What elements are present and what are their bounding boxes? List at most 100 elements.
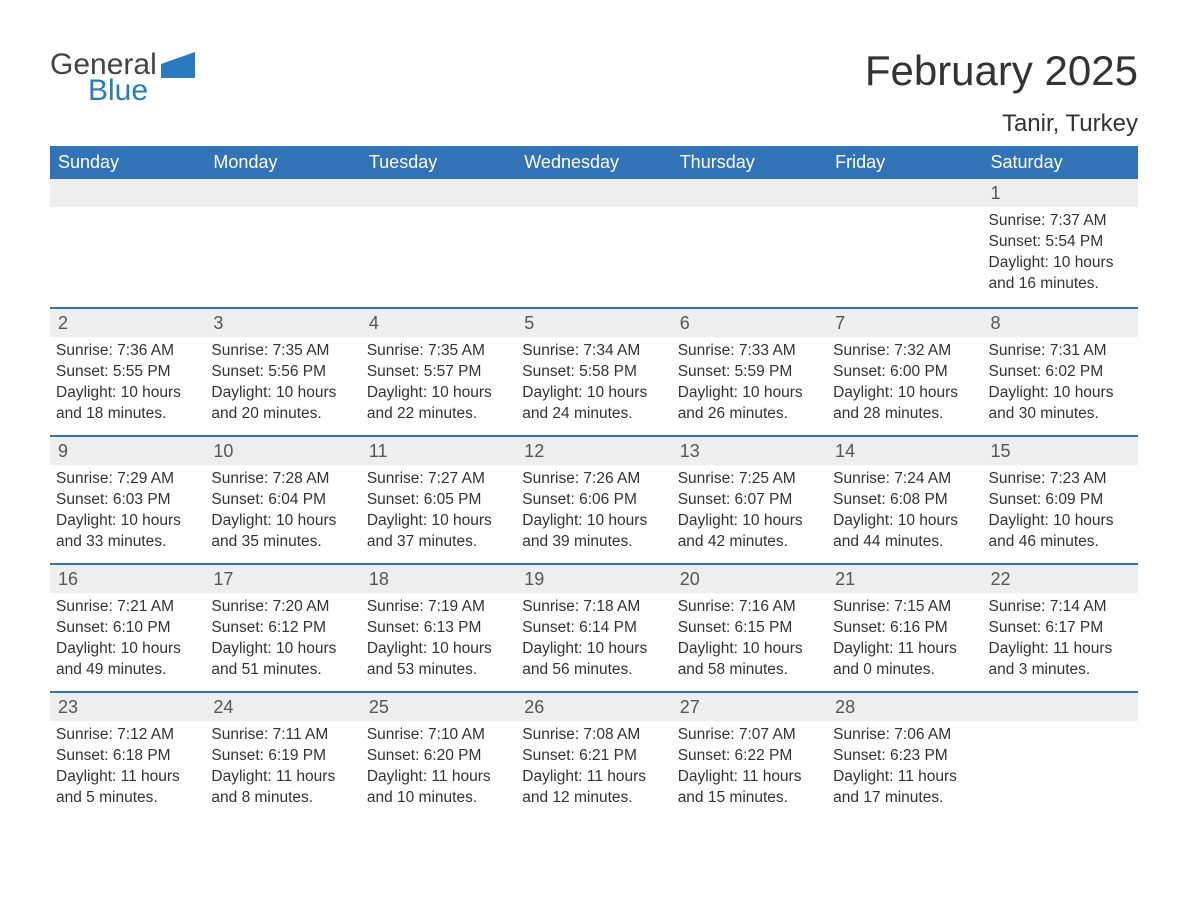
day2-text: and 26 minutes. xyxy=(678,404,821,425)
week-row: 1Sunrise: 7:37 AMSunset: 5:54 PMDaylight… xyxy=(50,179,1138,307)
weekday-header: Thursday xyxy=(672,146,827,179)
day-number: 7 xyxy=(827,309,982,337)
day2-text: and 33 minutes. xyxy=(56,532,199,553)
brand-logo: General Blue xyxy=(50,50,195,106)
day2-text: and 16 minutes. xyxy=(989,274,1132,295)
sunset-text: Sunset: 5:59 PM xyxy=(678,362,821,383)
day2-text: and 22 minutes. xyxy=(367,404,510,425)
sunrise-text: Sunrise: 7:11 AM xyxy=(211,725,354,746)
sunrise-text: Sunrise: 7:33 AM xyxy=(678,341,821,362)
day-cell: 19Sunrise: 7:18 AMSunset: 6:14 PMDayligh… xyxy=(516,565,671,691)
sunset-text: Sunset: 6:23 PM xyxy=(833,746,976,767)
sunset-text: Sunset: 5:56 PM xyxy=(211,362,354,383)
sunrise-text: Sunrise: 7:12 AM xyxy=(56,725,199,746)
sunrise-text: Sunrise: 7:25 AM xyxy=(678,469,821,490)
sunset-text: Sunset: 5:54 PM xyxy=(989,232,1132,253)
day-cell: 8Sunrise: 7:31 AMSunset: 6:02 PMDaylight… xyxy=(983,309,1138,435)
day-number: 11 xyxy=(361,437,516,465)
day-cell xyxy=(672,179,827,307)
day2-text: and 24 minutes. xyxy=(522,404,665,425)
sunrise-text: Sunrise: 7:24 AM xyxy=(833,469,976,490)
weekday-header: Sunday xyxy=(50,146,205,179)
day-cell: 11Sunrise: 7:27 AMSunset: 6:05 PMDayligh… xyxy=(361,437,516,563)
day-number: 24 xyxy=(205,693,360,721)
day-number: 22 xyxy=(983,565,1138,593)
day-number: 18 xyxy=(361,565,516,593)
sunset-text: Sunset: 6:15 PM xyxy=(678,618,821,639)
day2-text: and 58 minutes. xyxy=(678,660,821,681)
day2-text: and 35 minutes. xyxy=(211,532,354,553)
brand-flag-icon xyxy=(161,52,195,78)
day-cell: 4Sunrise: 7:35 AMSunset: 5:57 PMDaylight… xyxy=(361,309,516,435)
day-number: 14 xyxy=(827,437,982,465)
sunrise-text: Sunrise: 7:19 AM xyxy=(367,597,510,618)
sunrise-text: Sunrise: 7:14 AM xyxy=(989,597,1132,618)
day1-text: Daylight: 10 hours xyxy=(56,639,199,660)
day-cell: 18Sunrise: 7:19 AMSunset: 6:13 PMDayligh… xyxy=(361,565,516,691)
day2-text: and 46 minutes. xyxy=(989,532,1132,553)
day-number xyxy=(50,179,205,207)
sunrise-text: Sunrise: 7:15 AM xyxy=(833,597,976,618)
day1-text: Daylight: 11 hours xyxy=(522,767,665,788)
day-number: 21 xyxy=(827,565,982,593)
day1-text: Daylight: 10 hours xyxy=(522,639,665,660)
day-cell xyxy=(205,179,360,307)
day2-text: and 28 minutes. xyxy=(833,404,976,425)
day1-text: Daylight: 10 hours xyxy=(989,383,1132,404)
day2-text: and 5 minutes. xyxy=(56,788,199,809)
day-number: 6 xyxy=(672,309,827,337)
day-cell: 20Sunrise: 7:16 AMSunset: 6:15 PMDayligh… xyxy=(672,565,827,691)
day-number: 13 xyxy=(672,437,827,465)
sunset-text: Sunset: 6:12 PM xyxy=(211,618,354,639)
sunrise-text: Sunrise: 7:35 AM xyxy=(367,341,510,362)
day1-text: Daylight: 10 hours xyxy=(989,511,1132,532)
day2-text: and 12 minutes. xyxy=(522,788,665,809)
sunset-text: Sunset: 6:09 PM xyxy=(989,490,1132,511)
day-cell: 17Sunrise: 7:20 AMSunset: 6:12 PMDayligh… xyxy=(205,565,360,691)
day1-text: Daylight: 10 hours xyxy=(56,383,199,404)
day-cell: 5Sunrise: 7:34 AMSunset: 5:58 PMDaylight… xyxy=(516,309,671,435)
weekday-header: Wednesday xyxy=(516,146,671,179)
day-cell: 3Sunrise: 7:35 AMSunset: 5:56 PMDaylight… xyxy=(205,309,360,435)
day-number: 10 xyxy=(205,437,360,465)
sunset-text: Sunset: 5:57 PM xyxy=(367,362,510,383)
day1-text: Daylight: 11 hours xyxy=(833,639,976,660)
day-number: 17 xyxy=(205,565,360,593)
sunrise-text: Sunrise: 7:28 AM xyxy=(211,469,354,490)
sunset-text: Sunset: 6:22 PM xyxy=(678,746,821,767)
sunset-text: Sunset: 6:06 PM xyxy=(522,490,665,511)
day-cell: 22Sunrise: 7:14 AMSunset: 6:17 PMDayligh… xyxy=(983,565,1138,691)
day2-text: and 17 minutes. xyxy=(833,788,976,809)
day-cell: 9Sunrise: 7:29 AMSunset: 6:03 PMDaylight… xyxy=(50,437,205,563)
day-number xyxy=(361,179,516,207)
weekday-header: Tuesday xyxy=(361,146,516,179)
day-cell: 13Sunrise: 7:25 AMSunset: 6:07 PMDayligh… xyxy=(672,437,827,563)
sunrise-text: Sunrise: 7:18 AM xyxy=(522,597,665,618)
day-cell: 24 Sunrise: 7:11 AMSunset: 6:19 PMDayligh… xyxy=(205,693,360,819)
sunrise-text: Sunrise: 7:07 AM xyxy=(678,725,821,746)
day-cell: 23Sunrise: 7:12 AMSunset: 6:18 PMDayligh… xyxy=(50,693,205,819)
day2-text: and 39 minutes. xyxy=(522,532,665,553)
day1-text: Daylight: 10 hours xyxy=(211,511,354,532)
day1-text: Daylight: 11 hours xyxy=(211,767,354,788)
sunset-text: Sunset: 6:21 PM xyxy=(522,746,665,767)
day-cell: 7Sunrise: 7:32 AMSunset: 6:00 PMDaylight… xyxy=(827,309,982,435)
header: General Blue February 2025 Tanir, Turkey xyxy=(50,50,1138,138)
day1-text: Daylight: 10 hours xyxy=(367,511,510,532)
day1-text: Daylight: 10 hours xyxy=(678,511,821,532)
day-number: 23 xyxy=(50,693,205,721)
day-number: 9 xyxy=(50,437,205,465)
day-number: 12 xyxy=(516,437,671,465)
day-cell: 28Sunrise: 7:06 AMSunset: 6:23 PMDayligh… xyxy=(827,693,982,819)
calendar: SundayMondayTuesdayWednesdayThursdayFrid… xyxy=(50,146,1138,819)
sunset-text: Sunset: 6:04 PM xyxy=(211,490,354,511)
sunset-text: Sunset: 6:19 PM xyxy=(211,746,354,767)
weekday-header: Saturday xyxy=(983,146,1138,179)
sunrise-text: Sunrise: 7:35 AM xyxy=(211,341,354,362)
day1-text: Daylight: 10 hours xyxy=(833,511,976,532)
day2-text: and 49 minutes. xyxy=(56,660,199,681)
day1-text: Daylight: 10 hours xyxy=(56,511,199,532)
sunset-text: Sunset: 6:05 PM xyxy=(367,490,510,511)
day1-text: Daylight: 10 hours xyxy=(678,639,821,660)
day2-text: and 37 minutes. xyxy=(367,532,510,553)
